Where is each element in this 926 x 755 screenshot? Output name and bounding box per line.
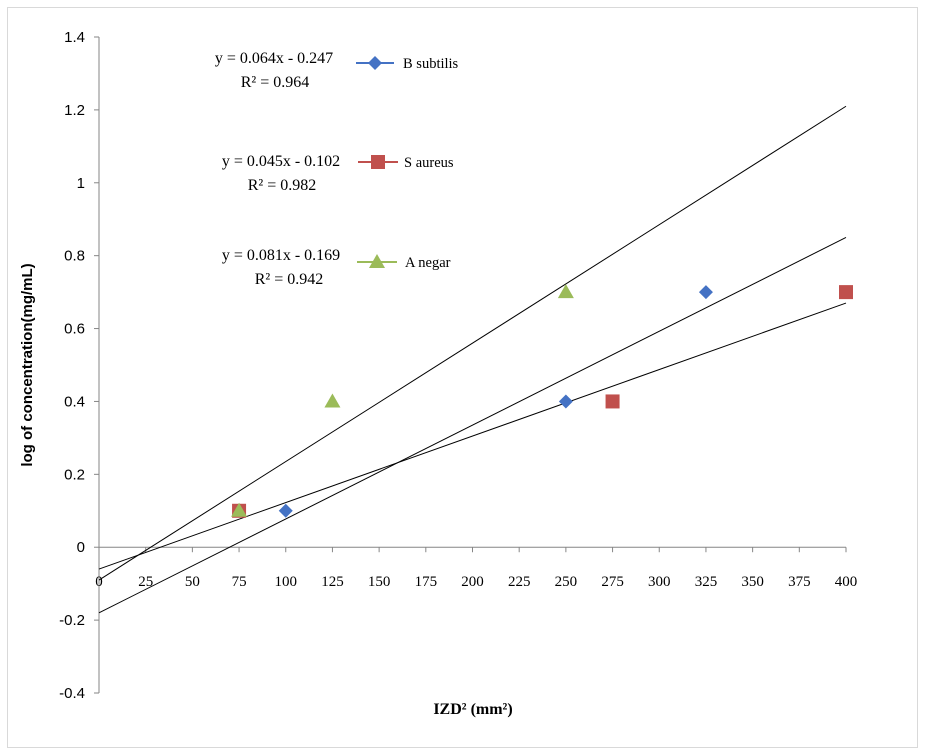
- x-tick-label: 0: [95, 574, 103, 590]
- legend-label: A negar: [405, 255, 451, 271]
- x-tick-label: 150: [368, 574, 391, 590]
- legend-marker: [371, 155, 385, 169]
- x-tick-label: 225: [508, 574, 531, 590]
- trendline-2: [98, 105, 847, 581]
- data-points: [231, 284, 853, 518]
- legend-marker: [368, 56, 382, 70]
- x-tick-label: 350: [741, 574, 764, 590]
- legend-marker: [369, 254, 385, 268]
- data-point: [698, 285, 713, 300]
- data-point: [231, 502, 248, 517]
- data-point: [839, 285, 853, 300]
- x-tick-label: 375: [788, 574, 811, 590]
- x-axis-title: IZD² (mm²): [433, 701, 512, 718]
- trendline-r2: R² = 0.964: [241, 74, 310, 91]
- data-point: [324, 393, 341, 408]
- y-tick-label: 1.4: [64, 29, 85, 46]
- x-tick-label: 400: [835, 574, 858, 590]
- x-tick-label: 125: [321, 574, 344, 590]
- x-tick-label: 250: [555, 574, 578, 590]
- y-tick-label: 1.2: [64, 102, 85, 119]
- y-tick-label: -0.2: [59, 612, 85, 629]
- legend-label: S aureus: [404, 155, 454, 171]
- y-tick-label: 0.4: [64, 393, 85, 410]
- x-tick-label: 50: [185, 574, 200, 590]
- trendline-0: [98, 302, 847, 570]
- x-tick-label: 200: [461, 574, 484, 590]
- x-tick-label: 325: [695, 574, 718, 590]
- y-tick-label: 0: [77, 539, 85, 556]
- trendline-equation: y = 0.064x - 0.247: [215, 50, 333, 67]
- y-tick-label: 1: [77, 175, 85, 192]
- y-axis: -0.4 -0.2 0 0.2 0.4 0.6 0.8 1 1.2 1.4: [59, 29, 100, 702]
- trendline-1: [98, 236, 847, 614]
- data-point: [558, 394, 573, 409]
- legend-label: B subtilis: [403, 56, 459, 72]
- y-tick-label: 0.2: [64, 466, 85, 483]
- data-point: [605, 394, 620, 409]
- legend: y = 0.064x - 0.247 R² = 0.964 B subtilis y …: [215, 50, 459, 288]
- x-tick-label: 300: [648, 574, 671, 590]
- y-tick-label: 0.6: [64, 321, 85, 338]
- trendline-r2: R² = 0.942: [255, 271, 324, 288]
- x-tick-label: 275: [601, 574, 624, 590]
- x-tick-label: 25: [138, 574, 153, 590]
- trendline-equation: y = 0.081x - 0.169: [222, 247, 340, 264]
- data-point: [557, 284, 574, 299]
- x-tick-label: 75: [232, 574, 247, 590]
- y-tick-label: 0.8: [64, 248, 85, 265]
- y-axis-title: log of concentration(mg/mL): [19, 263, 36, 466]
- x-axis: 0 25 50 75 100 125 150 175 200 225 250 275 300 325 350…: [95, 546, 858, 590]
- data-point: [278, 503, 293, 518]
- x-tick-label: 175: [415, 574, 438, 590]
- trendline-r2: R² = 0.982: [248, 177, 317, 194]
- trendlines: [98, 105, 847, 614]
- x-tick-label: 100: [275, 574, 298, 590]
- trendline-equation: y = 0.045x - 0.102: [222, 153, 340, 170]
- chart-border: [7, 7, 918, 748]
- y-tick-label: -0.4: [59, 685, 85, 702]
